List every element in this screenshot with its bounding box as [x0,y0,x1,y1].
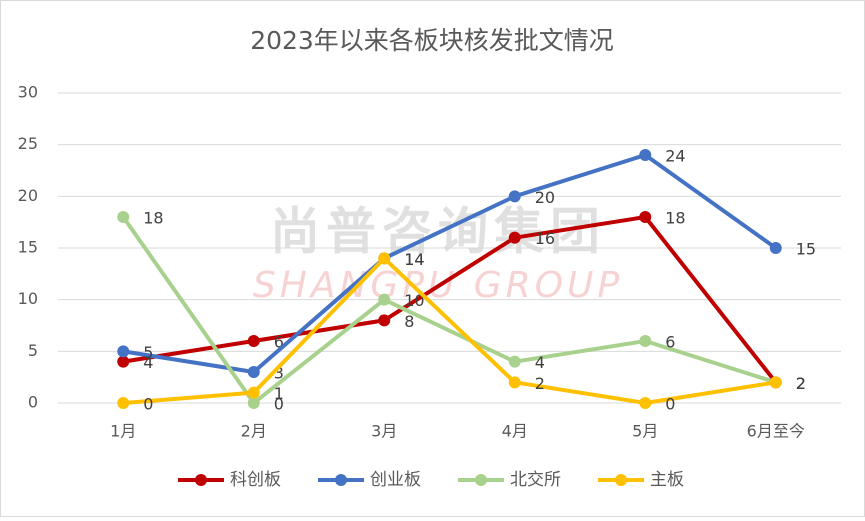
data-point [508,190,521,203]
data-point [508,231,521,244]
data-label: 18 [665,209,685,228]
legend-marker [615,474,627,486]
data-label: 4 [143,353,153,372]
y-tick-label: 25 [18,134,38,153]
chart-title: 2023年以来各板块核发批文情况 [250,26,614,55]
data-label: 20 [535,188,555,207]
legend-marker [475,474,487,486]
x-tick-label: 2月 [241,422,267,441]
data-point [639,211,652,223]
data-point [378,314,391,327]
x-tick-label: 3月 [371,422,397,441]
data-point [769,242,782,254]
x-tick-label: 1月 [110,422,136,441]
data-label: 16 [535,229,555,248]
y-tick-label: 20 [18,186,38,205]
data-label: 14 [404,250,424,269]
series-line [122,215,778,384]
data-point [769,376,782,389]
data-label: 2 [535,374,545,393]
series-line [123,256,777,405]
data-label: 6 [274,333,284,352]
data-label: 6 [665,333,675,352]
data-point [639,397,652,409]
legend-marker [335,474,347,486]
data-label: 1 [274,384,284,403]
y-tick-label: 15 [18,238,38,257]
data-label: 2 [796,374,806,393]
data-label: 4 [535,353,545,372]
data-point [508,355,521,368]
data-point [247,386,260,399]
data-point [378,252,391,265]
data-point [117,355,130,368]
y-tick-label: 10 [18,289,38,308]
x-tick-label: 6月至今 [747,422,805,441]
data-label: 24 [665,147,685,166]
legend-label: 创业板 [370,470,421,490]
legend-label: 科创板 [230,470,281,490]
data-label: 15 [796,240,816,259]
data-label: 18 [143,209,163,228]
data-label: 5 [143,343,153,362]
legend-marker [195,474,207,486]
data-point [508,376,521,389]
data-label: 0 [274,395,284,414]
data-point [247,366,260,378]
series-line [121,215,777,405]
data-point [117,211,130,223]
data-label: 0 [143,395,153,414]
legend-label: 主板 [650,470,684,490]
legend-label: 北交所 [510,470,561,490]
data-point [639,149,652,161]
data-point [639,335,652,347]
data-point [378,293,391,306]
data-label: 0 [665,395,675,414]
data-label: 10 [404,291,424,310]
data-point [247,335,260,347]
data-label: 14 [404,250,424,269]
data-label: 2 [796,374,806,393]
y-tick-label: 30 [18,83,38,102]
data-point [117,397,130,409]
data-label: 8 [404,312,414,331]
x-tick-label: 5月 [632,422,658,441]
data-point [247,397,260,409]
data-point [117,345,130,358]
y-tick-label: 0 [28,393,38,412]
data-label: 3 [274,364,284,383]
data-label: 2 [796,374,806,393]
y-tick-label: 5 [28,341,38,360]
x-tick-label: 4月 [502,422,528,441]
